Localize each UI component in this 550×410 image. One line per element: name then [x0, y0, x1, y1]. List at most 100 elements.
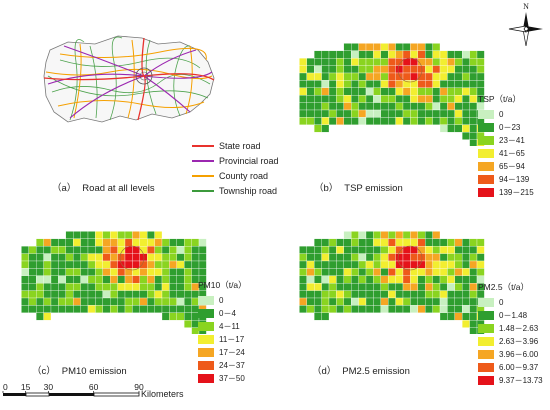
grid-cell	[388, 80, 396, 88]
grid-cell	[110, 253, 118, 262]
grid-cell	[117, 231, 126, 239]
grid-cell	[432, 283, 441, 291]
grid-cell	[351, 231, 359, 239]
grid-cell	[432, 231, 441, 239]
grid-cell	[439, 290, 448, 299]
grid-cell	[351, 72, 359, 81]
grid-cell	[395, 43, 404, 51]
grid-cell	[343, 65, 352, 74]
grid-cell	[80, 253, 89, 262]
grid-cell	[447, 50, 455, 59]
grid-cell	[410, 260, 418, 269]
grid-cell	[469, 246, 478, 254]
grid-cell	[373, 43, 381, 51]
grid-cell	[110, 246, 118, 254]
grid-cell	[358, 268, 367, 276]
grid-cell	[462, 238, 470, 247]
grid-cell	[439, 102, 448, 111]
grid-cell	[336, 238, 344, 247]
grid-cell	[432, 290, 441, 299]
legend-swatch	[198, 361, 214, 370]
grid-cell	[65, 283, 74, 291]
grid-cell	[299, 246, 307, 254]
grid-cell	[439, 260, 448, 269]
grid-cell	[358, 231, 367, 239]
legend-title: PM2.5（t/a）	[478, 282, 530, 292]
grid-cell	[321, 72, 330, 81]
grid-cell	[373, 65, 381, 74]
grid-cell	[365, 246, 374, 254]
grid-cell	[21, 305, 29, 313]
grid-cell	[28, 305, 37, 313]
grid-cell	[462, 320, 470, 328]
grid-cell	[425, 87, 433, 96]
grid-cell	[343, 238, 352, 247]
road-map-panel	[40, 32, 220, 127]
grid-cell	[425, 80, 433, 88]
grid-cell	[314, 275, 322, 284]
grid-cell	[358, 117, 367, 125]
grid-cell	[50, 268, 59, 276]
grid-cell	[432, 58, 441, 66]
grid-cell	[73, 283, 81, 291]
scale-unit-label: Kilometers	[141, 389, 184, 399]
grid-cell	[102, 305, 111, 313]
grid-cell	[343, 253, 352, 262]
grid-cell	[358, 283, 367, 291]
grid-cell	[124, 238, 133, 247]
grid-cell	[388, 72, 396, 81]
grid-cell	[184, 297, 192, 306]
legend-item: 139－215	[478, 186, 550, 199]
grid-cell	[184, 238, 192, 247]
grid-cell	[373, 297, 381, 306]
grid-cell	[343, 102, 352, 111]
grid-cell	[21, 297, 29, 306]
legend-item: 0－1.48	[478, 309, 550, 322]
grid-cell	[365, 117, 374, 125]
grid-cell	[132, 283, 140, 291]
grid-cell	[351, 80, 359, 88]
legend-rows: 0 0－4 4－11 11－17 17－24 24－37 37－50	[198, 294, 270, 385]
grid-cell	[439, 275, 448, 284]
grid-cell	[328, 253, 337, 262]
grid-cell	[373, 58, 381, 66]
grid-cell	[124, 305, 133, 313]
grid-cell	[314, 87, 322, 96]
grid-cell	[447, 117, 455, 125]
grid-cell	[314, 102, 322, 111]
grid-cell	[462, 246, 470, 254]
scale-tick-label: 15	[21, 382, 31, 392]
grid-cell	[154, 283, 163, 291]
grid-cell	[410, 65, 418, 74]
grid-cell	[154, 238, 163, 247]
legend-swatch	[478, 136, 494, 145]
grid-cell	[132, 231, 140, 239]
grid-cell	[139, 231, 148, 239]
grid-cell	[417, 87, 426, 96]
grid-cell	[80, 297, 89, 306]
grid-cell	[410, 95, 418, 103]
legend-label: 3.96－6.00	[499, 350, 539, 359]
grid-cell	[336, 305, 344, 313]
grid-cell	[417, 283, 426, 291]
road-legend-label: County road	[219, 170, 269, 181]
grid-cell	[417, 290, 426, 299]
grid-cell	[462, 95, 470, 103]
grid-cell	[469, 102, 478, 111]
grid-cell	[102, 238, 111, 247]
grid-cell	[476, 58, 485, 66]
grid-cell	[328, 283, 337, 291]
grid-cell	[395, 65, 404, 74]
grid-cell	[410, 43, 418, 51]
legend-item: 41－65	[478, 147, 550, 160]
grid-cell	[469, 283, 478, 291]
grid-cell	[343, 58, 352, 66]
grid-cell	[328, 297, 337, 306]
grid-cell	[425, 50, 433, 59]
legend-label: 94－139	[499, 175, 530, 184]
grid-cell	[454, 102, 463, 111]
grid-cell	[425, 65, 433, 74]
grid-cell	[417, 102, 426, 111]
grid-cell	[299, 117, 307, 125]
grid-cell	[154, 275, 163, 284]
